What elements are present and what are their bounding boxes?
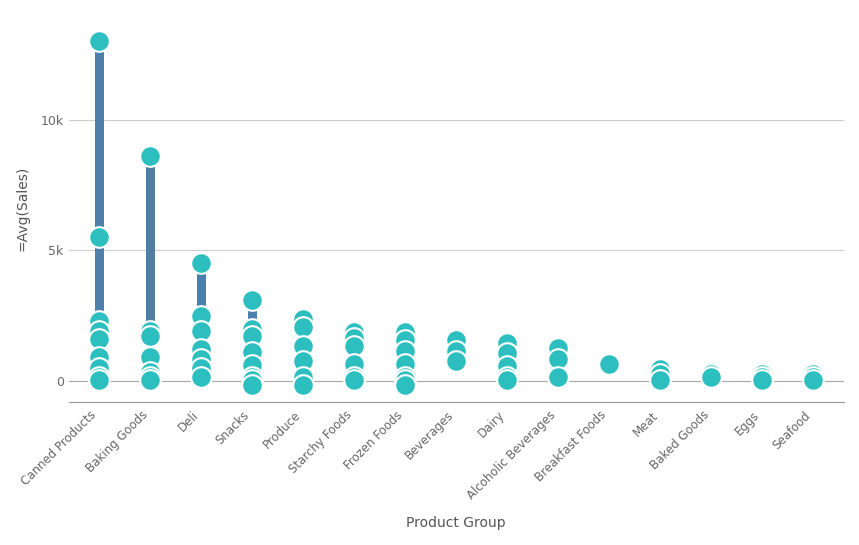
Point — [92, 364, 106, 372]
Point — [551, 344, 565, 353]
Point — [143, 152, 157, 160]
Bar — [758, 374, 767, 379]
Point — [246, 373, 259, 382]
Point — [347, 328, 361, 337]
Point — [246, 361, 259, 370]
Bar — [350, 332, 359, 379]
Point — [194, 311, 208, 320]
Bar — [503, 343, 512, 379]
Point — [704, 367, 718, 376]
X-axis label: Product Group: Product Group — [406, 516, 506, 530]
Bar — [655, 369, 665, 379]
Point — [347, 373, 361, 382]
Point — [654, 370, 667, 379]
Point — [756, 375, 770, 384]
Point — [501, 373, 515, 382]
Point — [296, 341, 310, 350]
Bar — [299, 319, 308, 385]
Point — [194, 345, 208, 354]
Point — [756, 370, 770, 379]
Point — [347, 360, 361, 368]
Bar — [809, 374, 818, 379]
Point — [449, 347, 463, 355]
Point — [194, 354, 208, 363]
Point — [194, 373, 208, 382]
Point — [92, 373, 106, 382]
Point — [92, 327, 106, 336]
Point — [92, 335, 106, 343]
Point — [143, 367, 157, 376]
Point — [756, 373, 770, 382]
Point — [246, 380, 259, 389]
Point — [296, 373, 310, 382]
Bar — [554, 348, 563, 377]
Point — [296, 315, 310, 324]
Point — [501, 375, 515, 384]
Point — [602, 360, 616, 368]
Point — [449, 336, 463, 344]
Bar — [452, 340, 461, 361]
Point — [194, 259, 208, 268]
Point — [501, 362, 515, 371]
Point — [399, 380, 412, 389]
Point — [347, 341, 361, 350]
Point — [399, 336, 412, 344]
Point — [449, 357, 463, 366]
Bar — [145, 156, 155, 379]
Point — [654, 375, 667, 384]
Point — [246, 332, 259, 341]
Point — [347, 375, 361, 384]
Point — [704, 370, 718, 379]
Point — [654, 365, 667, 373]
Point — [807, 370, 820, 379]
Point — [296, 323, 310, 331]
Point — [143, 373, 157, 382]
Point — [194, 327, 208, 336]
Bar — [400, 332, 410, 385]
Point — [143, 327, 157, 336]
Point — [92, 37, 106, 45]
Bar — [707, 372, 716, 377]
Point — [143, 332, 157, 341]
Point — [399, 375, 412, 384]
Point — [246, 295, 259, 304]
Point — [704, 373, 718, 382]
Bar — [247, 300, 257, 385]
Y-axis label: =Avg(Sales): =Avg(Sales) — [15, 166, 29, 251]
Point — [143, 375, 157, 384]
Point — [501, 349, 515, 358]
Point — [92, 317, 106, 325]
Point — [399, 373, 412, 382]
Point — [807, 375, 820, 384]
Point — [347, 334, 361, 342]
Point — [551, 373, 565, 382]
Point — [246, 375, 259, 384]
Point — [551, 354, 565, 363]
Point — [501, 338, 515, 347]
Point — [246, 324, 259, 333]
Point — [399, 328, 412, 337]
Point — [399, 360, 412, 368]
Bar — [94, 41, 104, 379]
Point — [92, 375, 106, 384]
Point — [194, 364, 208, 372]
Bar — [197, 263, 206, 377]
Point — [246, 348, 259, 356]
Point — [296, 357, 310, 366]
Point — [143, 353, 157, 362]
Point — [296, 380, 310, 389]
Point — [92, 353, 106, 362]
Point — [807, 373, 820, 382]
Point — [92, 233, 106, 241]
Point — [399, 347, 412, 355]
